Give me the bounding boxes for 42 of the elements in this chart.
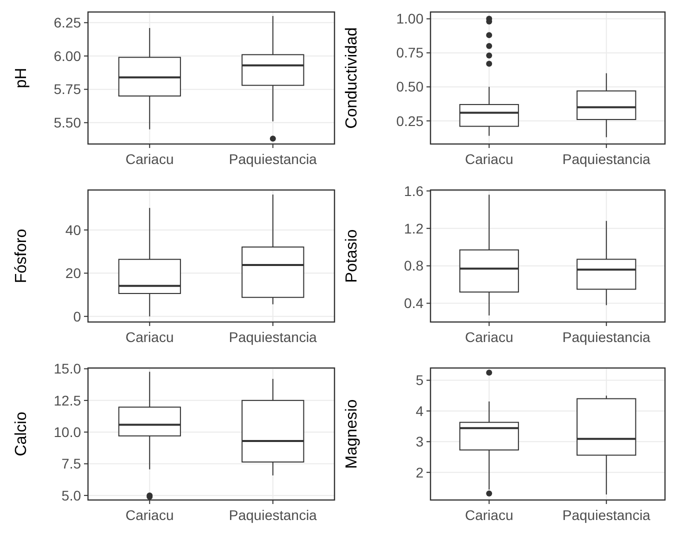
y-tick-label: 6.25 <box>54 14 82 31</box>
y-tick-label: 12.5 <box>54 392 82 408</box>
y-tick-label: 20 <box>65 265 82 282</box>
y-tick-label: 15.0 <box>54 360 82 377</box>
x-tick-label: Paquiestancia <box>228 329 318 345</box>
x-tick-label: Cariacu <box>126 151 174 167</box>
y-tick-label: 4 <box>416 402 424 419</box>
x-tick-label: Cariacu <box>465 329 514 345</box>
y-tick-label: 5.75 <box>54 81 82 98</box>
x-tick-label: Paquiestancia <box>562 507 651 523</box>
y-axis-title: Fósforo <box>13 228 30 284</box>
x-tick-label: Cariacu <box>465 151 514 167</box>
y-tick-label: 7.5 <box>62 456 82 472</box>
y-axis-title: Magnesio <box>344 399 360 469</box>
x-tick-label: Cariacu <box>126 507 174 523</box>
y-tick-label: 40 <box>65 222 82 238</box>
y-tick-label: 1.2 <box>404 220 424 236</box>
x-tick-label: Paquiestancia <box>228 151 318 167</box>
y-tick-label: 1.00 <box>396 10 424 27</box>
y-tick-label: 0 <box>73 308 82 324</box>
y-tick-label: 0.4 <box>404 295 424 312</box>
y-tick-label: 3 <box>416 434 424 450</box>
x-tick-label: Cariacu <box>126 329 174 345</box>
y-tick-label: 0.8 <box>404 258 424 274</box>
y-tick-label: 0.25 <box>396 112 424 129</box>
y-tick-label: 2 <box>416 464 424 480</box>
y-tick-label: 5.0 <box>62 487 82 504</box>
x-tick-label: Cariacu <box>465 507 514 523</box>
y-tick-label: 6.00 <box>54 48 82 64</box>
y-tick-label: 1.6 <box>404 182 424 199</box>
y-axis-title: Calcio <box>13 412 30 456</box>
y-tick-label: 5 <box>416 372 424 388</box>
y-tick-label: 0.50 <box>396 78 424 95</box>
y-axis-title: Potasio <box>344 229 360 283</box>
y-tick-label: 10.0 <box>54 424 82 440</box>
y-tick-label: 0.75 <box>396 44 424 61</box>
x-tick-label: Paquiestancia <box>228 507 318 523</box>
x-tick-label: Paquiestancia <box>562 329 651 345</box>
y-axis-title: pH <box>13 68 30 88</box>
x-tick-label: Paquiestancia <box>562 151 651 167</box>
y-tick-label: 5.50 <box>54 114 82 131</box>
y-axis-title: Conductividad <box>344 27 360 129</box>
